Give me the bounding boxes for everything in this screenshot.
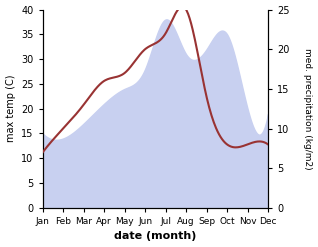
X-axis label: date (month): date (month)	[114, 231, 197, 242]
Y-axis label: med. precipitation (kg/m2): med. precipitation (kg/m2)	[303, 48, 313, 169]
Y-axis label: max temp (C): max temp (C)	[5, 75, 16, 143]
